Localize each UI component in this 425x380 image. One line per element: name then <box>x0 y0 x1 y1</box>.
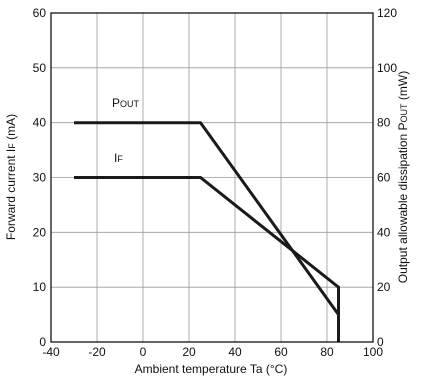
x-tick-label-0: -40 <box>42 345 60 359</box>
x-tick-label-1: -20 <box>88 345 106 359</box>
x-tick-label-2: 0 <box>140 345 147 359</box>
series-label-if: IF <box>114 151 123 165</box>
x-tick-labels: -40 -20 0 20 40 60 80 100 <box>42 345 383 359</box>
y-right-tick-label-3: 60 <box>377 171 391 185</box>
x-tick-label-5: 60 <box>274 345 288 359</box>
y-right-tick-label-1: 20 <box>377 280 391 294</box>
y-right-tick-label-5: 100 <box>377 61 397 75</box>
x-axis-label: Ambient temperature Ta (°C) <box>135 362 288 376</box>
y-right-tick-label-6: 120 <box>377 6 397 20</box>
plot-frame <box>50 12 374 343</box>
y-left-tick-label-1: 10 <box>33 280 47 294</box>
y-left-tick-label-0: 0 <box>39 335 46 349</box>
series-line-if <box>74 176 340 342</box>
y-left-tick-label-2: 20 <box>33 225 47 239</box>
y-left-axis-label: Forward current IF (mA) <box>4 114 18 240</box>
y-right-tick-label-0: 0 <box>377 335 384 349</box>
x-tick-label-6: 80 <box>320 345 334 359</box>
x-tick-label-4: 40 <box>228 345 242 359</box>
y-right-tick-label-4: 80 <box>377 116 391 130</box>
y-left-tick-label-6: 60 <box>33 6 47 20</box>
x-tick-label-3: 20 <box>182 345 196 359</box>
x-tick-label-7: 100 <box>363 345 383 359</box>
series-label-pout: POUT <box>112 96 140 110</box>
y-left-tick-label-5: 50 <box>33 61 47 75</box>
series-lines <box>74 121 340 342</box>
y-right-tick-labels: 0 20 40 60 80 100 120 <box>377 6 397 349</box>
y-right-axis-label: Output allowable dissipation POUT (mW) <box>396 71 410 283</box>
y-left-tick-labels: 0 10 20 30 40 50 60 <box>33 6 47 349</box>
y-left-tick-label-3: 30 <box>33 171 47 185</box>
y-right-tick-label-2: 40 <box>377 225 391 239</box>
y-left-tick-label-4: 40 <box>33 116 47 130</box>
series-labels: POUT IF <box>112 96 140 165</box>
